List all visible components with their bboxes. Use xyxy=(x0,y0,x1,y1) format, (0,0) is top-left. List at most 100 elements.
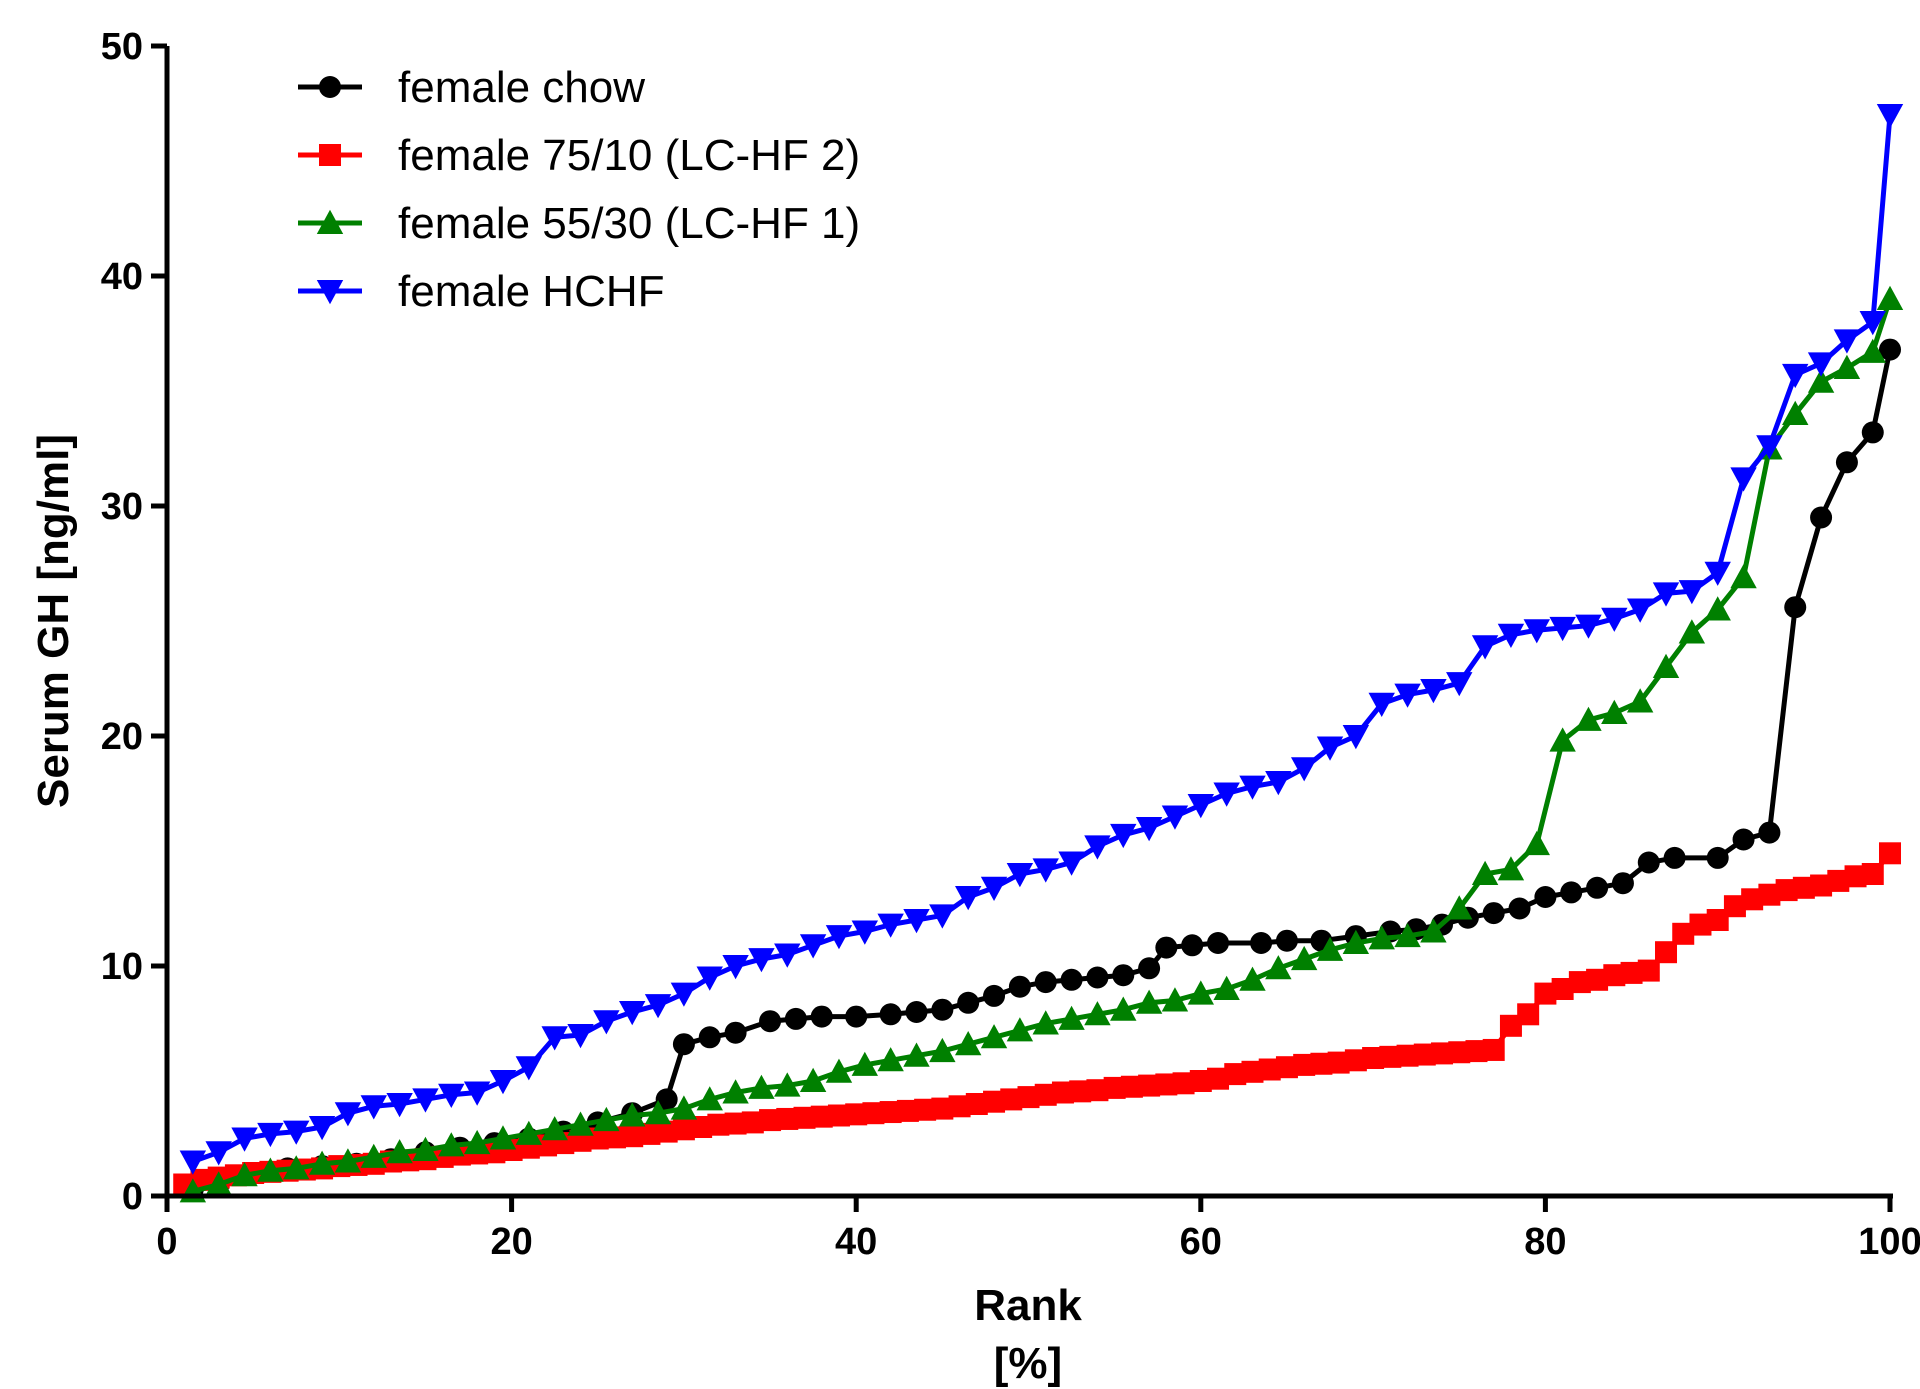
data-point xyxy=(799,934,827,959)
data-point xyxy=(1155,936,1178,959)
data-point xyxy=(759,1109,782,1132)
data-point xyxy=(1879,842,1901,865)
data-point xyxy=(1549,616,1576,642)
data-point xyxy=(1239,966,1266,991)
data-point xyxy=(308,1150,336,1175)
data-point xyxy=(1807,352,1835,377)
data-point xyxy=(696,1086,723,1111)
data-point xyxy=(1431,1042,1454,1065)
data-point xyxy=(1327,1051,1350,1074)
data-point xyxy=(1310,1052,1333,1075)
data-point xyxy=(1859,311,1886,336)
legend-swatch-marker xyxy=(316,209,344,234)
x-tick-label: 40 xyxy=(835,1221,877,1263)
data-point xyxy=(759,1010,782,1033)
data-point xyxy=(1689,913,1712,936)
data-point xyxy=(567,1024,594,1049)
data-point xyxy=(1833,329,1861,354)
data-point xyxy=(1603,964,1626,987)
series-3 xyxy=(179,285,1904,1203)
data-point xyxy=(1792,876,1815,899)
data-point xyxy=(638,1122,661,1145)
axes-layer xyxy=(164,46,1893,1199)
data-point xyxy=(983,984,1006,1007)
y-tick-label: 40 xyxy=(101,256,143,298)
data-point xyxy=(541,1026,568,1051)
data-point xyxy=(1672,922,1695,945)
data-point xyxy=(929,904,956,929)
data-point xyxy=(903,1042,930,1067)
legend-item: female HCHF xyxy=(298,267,665,316)
data-point xyxy=(1290,757,1318,782)
data-point xyxy=(980,876,1008,901)
data-point xyxy=(1172,1072,1195,1095)
data-point xyxy=(644,994,672,1019)
data-point xyxy=(1611,872,1634,895)
data-point xyxy=(489,1125,517,1150)
data-point xyxy=(905,1001,928,1023)
data-point xyxy=(748,1074,775,1099)
data-point xyxy=(931,1097,954,1120)
data-point xyxy=(879,1003,902,1026)
data-point xyxy=(1879,338,1901,361)
data-point xyxy=(1876,285,1904,310)
data-point xyxy=(722,1079,749,1104)
data-point xyxy=(489,1070,517,1095)
data-point xyxy=(698,1026,721,1049)
data-point xyxy=(1155,1073,1178,1096)
data-point xyxy=(1394,922,1421,948)
data-point xyxy=(205,1171,232,1196)
y-tick-label: 30 xyxy=(101,486,143,528)
data-point xyxy=(1084,835,1111,860)
x-tick-label: 20 xyxy=(490,1221,532,1263)
data-point xyxy=(1723,895,1746,918)
data-point xyxy=(1782,400,1809,425)
data-point xyxy=(360,1143,387,1168)
data-point xyxy=(957,991,980,1014)
data-point xyxy=(903,909,930,934)
data-point xyxy=(948,1095,971,1118)
data-point xyxy=(1465,1040,1488,1063)
data-point xyxy=(1293,1053,1316,1076)
data-point xyxy=(672,1033,695,1056)
data-point xyxy=(179,1150,207,1175)
data-point xyxy=(1782,363,1809,389)
data-point xyxy=(1420,918,1447,943)
data-point xyxy=(1523,619,1550,644)
data-point xyxy=(1420,679,1447,704)
data-point xyxy=(1006,1017,1034,1042)
data-point xyxy=(810,1005,833,1028)
data-point xyxy=(1207,932,1230,954)
data-point xyxy=(690,1116,713,1138)
data-point xyxy=(1362,1047,1385,1069)
data-point xyxy=(1758,883,1781,906)
data-point xyxy=(1497,623,1525,648)
data-point xyxy=(1058,1005,1085,1030)
data-point xyxy=(774,943,801,968)
data-point xyxy=(603,1126,626,1149)
data-point xyxy=(1034,1083,1057,1106)
data-point xyxy=(655,1088,678,1111)
data-point xyxy=(621,1125,644,1148)
data-point xyxy=(1265,955,1292,980)
data-point xyxy=(334,1148,362,1173)
data-point xyxy=(1112,964,1135,987)
data-point xyxy=(1086,966,1109,989)
data-point xyxy=(1499,1014,1522,1037)
data-point xyxy=(845,1005,868,1028)
data-point xyxy=(774,1072,801,1097)
data-point xyxy=(1120,1075,1143,1098)
data-point xyxy=(438,1083,465,1108)
data-point xyxy=(1224,1063,1247,1086)
data-point xyxy=(1626,688,1654,713)
data-point xyxy=(1368,692,1395,717)
data-point xyxy=(724,1112,747,1135)
data-point xyxy=(696,966,723,991)
data-point xyxy=(1290,945,1318,971)
data-point xyxy=(799,1067,827,1092)
data-point xyxy=(1448,1041,1471,1064)
data-point xyxy=(724,1021,747,1044)
data-point xyxy=(205,1141,232,1166)
data-point xyxy=(1575,706,1602,731)
